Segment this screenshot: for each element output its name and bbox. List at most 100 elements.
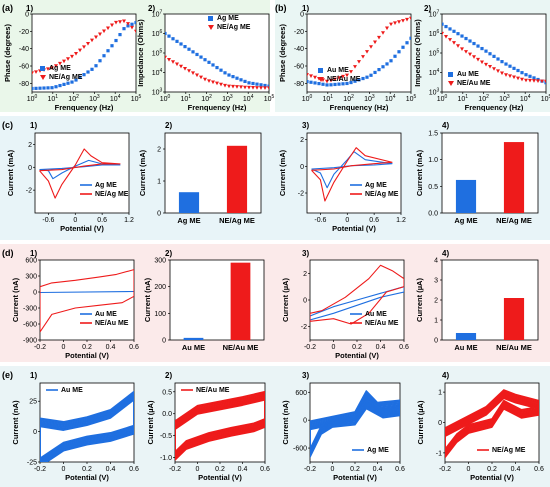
marker-a1-1-11 — [74, 52, 78, 56]
ytick-label-e3-2: -600 — [293, 446, 307, 453]
xtick-label-e4-2: 0.2 — [487, 466, 497, 473]
cv-loop-d3-0-0 — [310, 286, 404, 321]
panel-label-e1: 1) — [30, 371, 37, 380]
cv-loop-e4-0-9 — [445, 389, 539, 450]
xtick-label-b1-0: 100 — [302, 94, 313, 103]
marker-b2-0-4 — [456, 32, 460, 36]
cv-loop-e1-0-9 — [40, 390, 134, 459]
xtick-label-c3-2: 0.6 — [369, 217, 379, 224]
row-label-d: (d) — [2, 248, 14, 258]
marker-b2-0-16 — [504, 62, 508, 66]
cv-loop-e2-0-1 — [175, 398, 265, 460]
marker-b2-0-0 — [442, 22, 444, 26]
plot-area-c1 — [34, 132, 130, 214]
marker-a2-0-26 — [267, 84, 269, 88]
marker-a2-0-21 — [247, 81, 251, 85]
legend-label-c1-1: NE/Ag ME — [95, 191, 129, 198]
cv-loop-e2-0-8 — [175, 391, 265, 454]
marker-b1-0-19 — [381, 65, 385, 69]
marker-b1-0-9 — [341, 82, 345, 86]
xtick-label-d2-1: NE/Au ME — [223, 343, 259, 352]
ytick-label-c2-0: 0 — [157, 211, 161, 218]
marker-a1-0-2 — [38, 86, 42, 90]
marker-b2-0-8 — [472, 41, 476, 46]
xlabel-e1: Potential (V) — [65, 473, 109, 482]
ytick-label-c2-1: 1 — [157, 179, 161, 186]
marker-b2-1-14 — [496, 69, 500, 73]
xtick-label-a1-3: 103 — [89, 94, 100, 103]
ytick-label-a1-4: 0 — [25, 12, 29, 19]
ytick-label-c3-0: 2 — [300, 137, 304, 144]
xtick-label-b2-5: 105 — [541, 94, 550, 103]
marker-a2-0-10 — [203, 58, 207, 62]
xlabel-e4: Potential (V) — [470, 473, 514, 482]
marker-b2-0-10 — [480, 46, 484, 51]
marker-a2-0-18 — [235, 76, 239, 80]
ytick-label-a1-2: -40 — [19, 46, 29, 53]
marker-b2-1-1 — [444, 34, 448, 39]
xtick-label-c2-0: Ag ME — [177, 216, 200, 225]
xtick-label-e2-0: -0.2 — [169, 466, 181, 473]
ylabel-b2: Impedance (Ohms) — [413, 19, 422, 87]
marker-b2-1-15 — [500, 71, 504, 76]
ytick-label-d4-2: 2 — [434, 298, 438, 305]
ytick-label-a2-3: 106 — [152, 29, 163, 38]
panel-label-e2: 2) — [165, 371, 172, 380]
xlabel-a1: Frenquency (Hz) — [55, 103, 114, 112]
xtick-label-d3-1: 0 — [332, 344, 336, 351]
marker-a1-1-8 — [62, 59, 66, 64]
marker-b2-1-19 — [516, 76, 520, 81]
xtick-label-e1-4: 0.6 — [129, 466, 139, 473]
ytick-label-a2-4: 107 — [152, 10, 163, 19]
ytick-label-c4-0: 0.0 — [428, 211, 438, 218]
cv-loop-e4-0-8 — [445, 390, 539, 451]
legend-label-b2-0: Au ME — [457, 71, 479, 78]
cv-loop-e1-0-8 — [40, 391, 134, 460]
marker-b1-1-6 — [329, 78, 333, 83]
xtick-label-e1-2: 0.2 — [82, 466, 92, 473]
ytick-label-e2-0: 0.5 — [162, 389, 172, 396]
marker-a2-1-12 — [211, 80, 215, 85]
marker-b1-0-0 — [307, 80, 309, 84]
marker-a1-1-5 — [50, 66, 54, 70]
marker-b2-1-0 — [442, 31, 444, 36]
xtick-label-e4-3: 0.4 — [511, 466, 521, 473]
marker-b2-1-4 — [456, 44, 460, 48]
series-group-e1 — [40, 390, 134, 462]
row-label-e: (e) — [2, 370, 13, 380]
xtick-label-c3-0: -0.6 — [314, 217, 326, 224]
marker-a1-0-22 — [118, 33, 122, 37]
bar-d4-0 — [455, 333, 477, 340]
marker-b2-1-26 — [544, 79, 546, 84]
ylabel-a1: Phase (degrees) — [3, 24, 12, 82]
xtick-label-d3-3: 0.4 — [376, 344, 386, 351]
marker-a2-1-22 — [251, 86, 255, 90]
legend-label-e4-0: NE/Ag ME — [492, 447, 526, 454]
plots-layer: 100 101 102 103 104 105-80-60-40-200Frenquenc… — [3, 10, 550, 483]
xtick-label-b1-2: 102 — [343, 94, 354, 103]
marker-a2-1-25 — [263, 86, 267, 90]
marker-b1-0-11 — [349, 80, 353, 85]
marker-b2-1-7 — [468, 52, 472, 57]
panel-label-b1: 1) — [302, 4, 309, 13]
marker-b1-1-18 — [377, 35, 381, 40]
xtick-label-b2-1: 101 — [458, 94, 469, 103]
marker-b1-1-16 — [369, 45, 373, 49]
cv-loop-e4-0-7 — [445, 391, 539, 452]
legend-label-d1-0: Au ME — [95, 311, 117, 318]
marker-a1-0-11 — [74, 78, 78, 82]
ytick-label-a1-3: -20 — [19, 29, 29, 36]
marker-b1-0-4 — [321, 82, 325, 86]
marker-a1-1-6 — [54, 64, 58, 68]
legend-marker-a2-1 — [208, 25, 214, 30]
marker-b1-0-16 — [369, 73, 373, 77]
marker-b2-1-21 — [524, 78, 528, 83]
marker-a2-1-9 — [199, 75, 203, 80]
series-group-c3 — [311, 147, 393, 202]
xtick-label-c1-1: 0 — [73, 217, 77, 224]
bar-c2-0 — [178, 192, 200, 213]
xtick-label-b1-3: 103 — [364, 94, 375, 103]
marker-a2-0-4 — [179, 42, 183, 46]
xtick-label-d1-1: 0 — [62, 344, 66, 351]
marker-a1-0-4 — [46, 86, 50, 90]
